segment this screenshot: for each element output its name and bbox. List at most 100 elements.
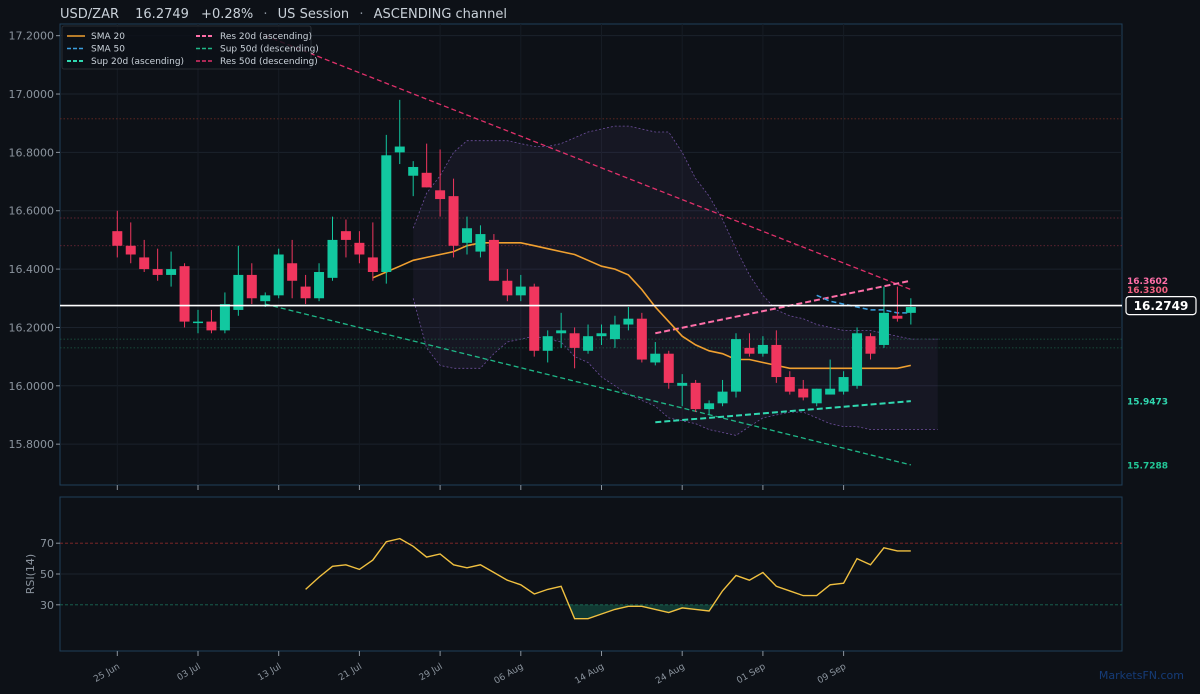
candle-body [260, 295, 271, 302]
price-axis: 15.8000 16.0000 16.2000 16.4000 16.6000 16.80… [9, 30, 60, 451]
candle-body [435, 190, 446, 200]
candle-body [542, 336, 553, 351]
y-tick-label: 15.8000 [9, 438, 55, 451]
watermark: MarketsFN.com [1099, 669, 1184, 682]
candle-body [529, 286, 540, 351]
trendline-value-label: 15.7288 [1127, 461, 1168, 471]
candle-body [246, 274, 257, 299]
candle-body [677, 382, 688, 386]
y-tick-label: 16.0000 [9, 380, 55, 393]
y-tick-label: 16.2000 [9, 321, 55, 334]
candle-body [179, 266, 190, 322]
candle-body [475, 234, 486, 252]
candle-body [623, 318, 634, 325]
candle-body [233, 274, 244, 310]
candle-body [273, 254, 284, 296]
candle-body [663, 353, 674, 383]
session-label: US Session [278, 7, 350, 22]
trendline [265, 303, 912, 466]
candle-body [408, 166, 419, 176]
candle-body [327, 239, 338, 278]
rsi-line [305, 537, 911, 620]
last-price-label: 16.2749 [135, 7, 189, 22]
bollinger-upper [412, 125, 938, 340]
x-tick-label: 21 Jul [337, 662, 364, 683]
candle-body [287, 263, 298, 281]
candle-body [219, 304, 230, 331]
price-panel [59, 23, 1123, 486]
y-tick-label: 16.4000 [9, 263, 55, 276]
candle-body [340, 231, 351, 240]
trendline-value-label: 16.3602 [1127, 277, 1168, 287]
pattern-label: ASCENDING channel [374, 7, 507, 22]
candle-body [852, 333, 863, 386]
candle-body [609, 324, 620, 340]
legend: SMA 20 Res 20d (ascending) SMA 50 Sup 50d (… [61, 25, 319, 70]
x-tick-label: 24 Aug [654, 662, 687, 687]
candle-body [596, 333, 607, 337]
moving-averages [372, 242, 911, 370]
candle-body [798, 388, 809, 398]
x-tick-label: 06 Aug [493, 662, 526, 687]
candle-body [125, 245, 136, 255]
candle-body [757, 344, 768, 354]
legend-label: Sup 50d (descending) [220, 45, 319, 55]
legend-label: Res 20d (ascending) [220, 32, 312, 42]
candle-body [650, 353, 661, 363]
candle-body [300, 286, 311, 299]
legend-label: SMA 50 [91, 45, 125, 55]
x-tick-label: 01 Sep [735, 662, 767, 686]
separator: · [359, 7, 363, 22]
y-tick-label: 17.0000 [9, 88, 55, 101]
candle-body [825, 388, 836, 395]
candle-body [771, 344, 782, 378]
rsi-oversold-fill [567, 604, 716, 619]
candle-body [838, 377, 849, 392]
candle-body [193, 321, 203, 324]
bollinger-fill [413, 126, 938, 436]
candle-body [892, 315, 903, 319]
x-tick-label: 13 Jul [256, 662, 283, 683]
candle-body [731, 339, 741, 392]
candle-body [905, 307, 916, 313]
candle-body [515, 286, 526, 296]
x-tick-label: 14 Aug [573, 662, 606, 687]
candle-body [488, 239, 499, 281]
last-price-badge [1125, 295, 1197, 316]
last-price-line: 16.2749 [60, 295, 1197, 316]
sma50-line [816, 294, 911, 314]
grid-layer [60, 24, 1122, 485]
last-price-badge-text: 16.2749 [1134, 299, 1189, 313]
y-tick-label: 16.6000 [9, 205, 55, 218]
x-tick-label: 29 Jul [418, 662, 445, 683]
candle-body [112, 231, 123, 246]
trendline [265, 35, 912, 291]
candle-body [314, 272, 325, 299]
candle-body [717, 391, 728, 404]
candle-body [502, 280, 513, 296]
x-tick-label: 03 Jul [176, 662, 203, 683]
rsi-axis-label: RSI(14) [24, 554, 37, 594]
candle-body [462, 228, 472, 243]
candle-body [704, 403, 715, 410]
candle-body [367, 257, 378, 273]
candle-body [381, 155, 392, 273]
rsi-tick-label: 70 [40, 537, 54, 550]
trendlines: 16.3300 15.7288 16.3602 15.9473 [265, 35, 1168, 471]
legend-label: Res 50d (descending) [220, 57, 318, 67]
x-tick-label: 09 Sep [816, 662, 848, 686]
bollinger-lower [412, 298, 938, 436]
candle-body [569, 333, 580, 348]
legend-box [61, 25, 312, 70]
legend-label: Sup 20d (ascending) [91, 57, 184, 67]
trendline-value-label: 16.3300 [1127, 286, 1168, 296]
candle-body [448, 196, 459, 246]
trendline [655, 400, 911, 424]
candle-body [421, 172, 432, 188]
candle-body [811, 388, 822, 404]
trendline [655, 279, 912, 335]
chart-header: USD/ZAR 16.2749 +0.28% · US Session · AS… [60, 7, 507, 22]
candle-body [354, 242, 365, 255]
